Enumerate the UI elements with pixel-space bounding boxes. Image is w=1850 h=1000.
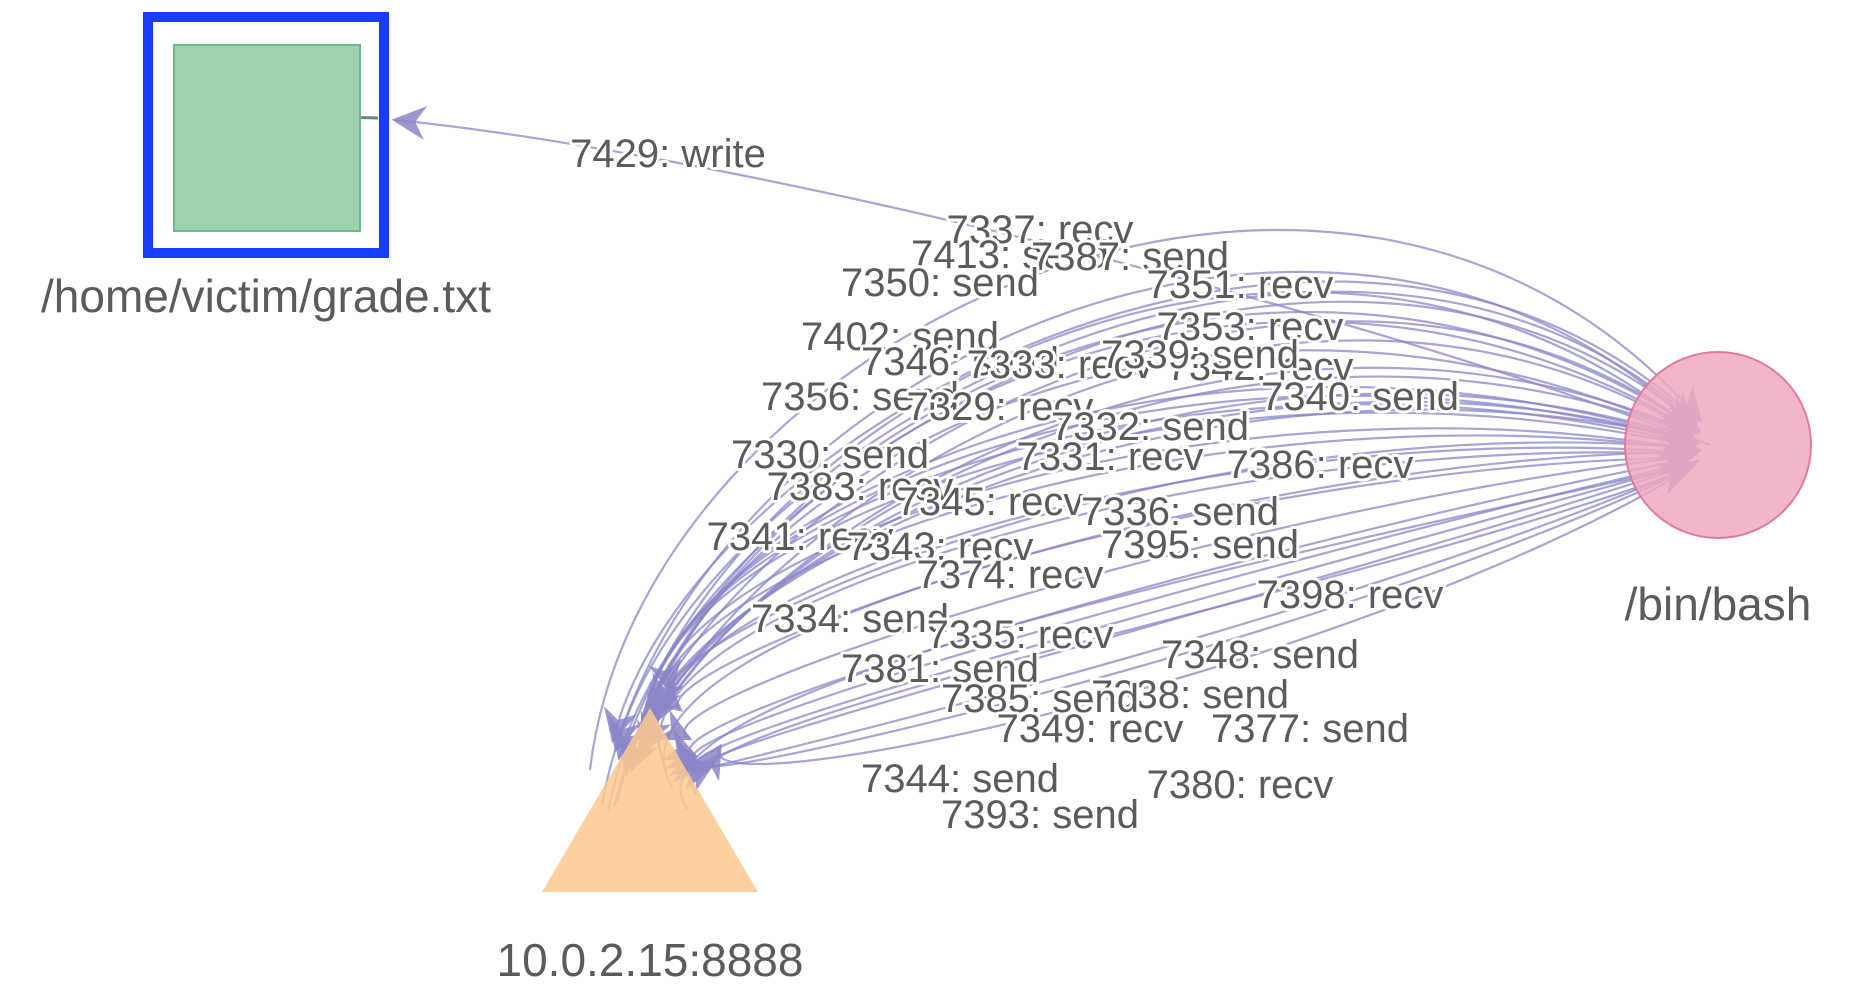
edge-label: 7374: recv	[917, 553, 1104, 597]
edge-label: 7353: recv	[1157, 305, 1344, 349]
edge-label: 7377: send	[1211, 707, 1409, 751]
edge-label: 7345: recv	[897, 480, 1084, 524]
edge-label: 7346: send	[861, 340, 1059, 384]
edge-7343[interactable]	[652, 429, 1703, 743]
edge-7387[interactable]	[607, 290, 1698, 753]
edge-label: 7356: send	[761, 375, 959, 419]
edge-label: 7398: recv	[1257, 573, 1444, 617]
edge-label: 7385: send	[941, 677, 1139, 721]
edge-7335[interactable]	[662, 440, 1695, 789]
edge-7334[interactable]	[654, 455, 1693, 741]
edge-7374[interactable]	[655, 433, 1700, 760]
edge-label: 7334: send	[751, 597, 949, 641]
edge-7398[interactable]	[658, 436, 1698, 770]
socket-node-triangle	[542, 708, 758, 892]
edge-label: 7383: recv	[767, 465, 954, 509]
edge-label: 7413: send	[911, 233, 1109, 277]
edge-7341[interactable]	[650, 427, 1693, 736]
edge-label: 7350: send	[841, 261, 1039, 305]
edge-label: 7338: send	[1091, 673, 1289, 717]
edge-7345[interactable]	[646, 411, 1696, 731]
edge-label: 7331: recv	[1017, 435, 1204, 479]
edge-label: 7349: recv	[997, 707, 1184, 751]
edge-label: 7335: recv	[927, 613, 1114, 657]
edge-label: 7340: send	[1261, 375, 1459, 419]
edge-label: 7337: recv	[947, 208, 1134, 252]
edge-label: 7341: recv	[707, 515, 894, 559]
edge-label: 7429: write	[570, 132, 766, 176]
edge-label: 7348: send	[1161, 633, 1359, 677]
edge-7336[interactable]	[648, 441, 1691, 695]
edge-7377[interactable]	[677, 464, 1694, 791]
edge-label: 7332: send	[1051, 405, 1249, 449]
socket-node[interactable]: 10.0.2.15:8888	[497, 708, 804, 986]
edge-label: 7381: send	[841, 647, 1039, 691]
edge-7344[interactable]	[678, 466, 1692, 792]
edge-7337[interactable]	[588, 229, 1703, 771]
edge-7351[interactable]	[601, 271, 1696, 804]
edge-label: 7393: send	[941, 793, 1139, 837]
file-node-square	[173, 44, 361, 232]
file-node-label: /home/victim/grade.txt	[41, 270, 491, 322]
edge-label: 7343: recv	[847, 525, 1034, 569]
edge-label: 7339: send	[1101, 333, 1299, 377]
file-node[interactable]: /home/victim/grade.txt	[41, 12, 491, 322]
edge-7340[interactable]	[647, 392, 1691, 729]
edge-label: 7344: send	[861, 757, 1059, 801]
edge-label: 7342: recv	[1167, 345, 1354, 389]
process-node-circle	[1624, 351, 1812, 539]
edge-label: 7387: send	[1031, 235, 1229, 279]
process-node-label: /bin/bash	[1625, 578, 1812, 630]
edge-7353[interactable]	[607, 291, 1693, 811]
edge-label: 7330: send	[731, 433, 929, 477]
edge-label: 7351: recv	[1147, 263, 1334, 307]
edge-7332[interactable]	[650, 400, 1689, 720]
edge-label: 7380: recv	[1147, 763, 1334, 807]
selection-outline	[143, 12, 389, 258]
edge-7330[interactable]	[652, 408, 1700, 711]
edge-label: 7395: send	[1101, 523, 1299, 567]
edge-label: 7386: recv	[1227, 443, 1414, 487]
edge-label: 7333: recv	[967, 343, 1154, 387]
edge-7393[interactable]	[689, 469, 1689, 782]
process-node[interactable]: /bin/bash	[1624, 351, 1812, 630]
edge-label: 7402: send	[801, 315, 999, 359]
edge-label: 7329: recv	[907, 385, 1094, 429]
socket-node-label: 10.0.2.15:8888	[497, 934, 804, 986]
edge-7429[interactable]	[391, 106, 1711, 447]
edges-layer	[268, 106, 1711, 811]
edge-label: 7336: send	[1081, 490, 1279, 534]
